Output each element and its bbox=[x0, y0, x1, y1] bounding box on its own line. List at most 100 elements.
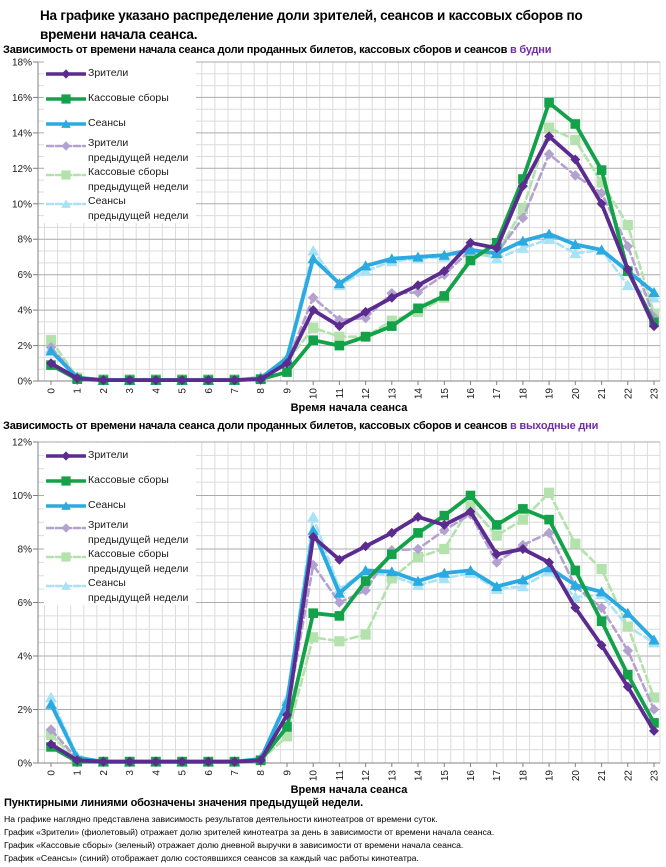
diamond-marker-icon bbox=[46, 739, 56, 750]
square-marker-icon bbox=[518, 504, 528, 514]
square-legend-icon bbox=[46, 170, 86, 180]
x-tick-label: 15 bbox=[440, 770, 451, 782]
triangle-legend-icon bbox=[46, 500, 86, 510]
legend-item: Сеансы предыдущей недели bbox=[46, 194, 188, 223]
square-marker-icon bbox=[570, 565, 581, 576]
y-tick-label: 2% bbox=[18, 341, 33, 352]
triangle-marker-icon bbox=[516, 242, 529, 253]
diamond-marker-icon bbox=[308, 305, 319, 316]
diamond-marker-icon bbox=[648, 704, 660, 715]
square-marker-icon bbox=[308, 632, 319, 643]
diamond-marker-icon bbox=[544, 557, 555, 568]
triangle-marker-icon bbox=[359, 265, 372, 276]
diamond-legend-icon bbox=[46, 68, 86, 79]
legend-item: Зрители предыдущей недели bbox=[46, 518, 188, 547]
square-marker-icon bbox=[596, 564, 607, 575]
triangle-marker-icon bbox=[61, 199, 71, 208]
triangle-marker-icon bbox=[621, 279, 634, 291]
triangle-marker-icon bbox=[622, 607, 634, 618]
square-marker-icon bbox=[570, 119, 581, 129]
triangle-marker-icon bbox=[516, 580, 529, 592]
y-tick-label: 0% bbox=[18, 377, 33, 388]
diamond-marker-icon bbox=[596, 602, 607, 614]
diamond-marker-icon bbox=[150, 756, 161, 767]
x-tick-label: 20 bbox=[571, 770, 582, 782]
triangle-marker-icon bbox=[517, 574, 529, 585]
diamond-marker-icon bbox=[439, 519, 450, 530]
triangle-marker-icon bbox=[543, 233, 556, 244]
triangle-marker-icon bbox=[307, 524, 319, 535]
diamond-marker-icon bbox=[570, 602, 581, 613]
triangle-marker-icon bbox=[45, 345, 57, 356]
diamond-legend-icon bbox=[46, 450, 86, 461]
square-marker-icon bbox=[649, 718, 659, 728]
y-tick-label: 2% bbox=[18, 705, 33, 716]
x-tick-label: 2 bbox=[99, 388, 110, 394]
x-tick-label: 13 bbox=[387, 388, 398, 400]
diamond-marker-icon bbox=[386, 292, 397, 303]
diamond-marker-icon bbox=[596, 640, 607, 651]
square-marker-icon bbox=[518, 174, 528, 184]
square-marker-icon bbox=[61, 552, 71, 562]
diamond-marker-icon bbox=[412, 287, 424, 298]
triangle-marker-icon bbox=[359, 565, 372, 575]
x-axis-title: Время начала сеанса bbox=[291, 784, 409, 796]
diamond-legend-icon bbox=[46, 141, 86, 151]
diamond-marker-icon bbox=[334, 321, 345, 332]
y-tick-label: 12% bbox=[12, 164, 32, 175]
triangle-marker-icon bbox=[491, 581, 503, 592]
legend-item: Зрители bbox=[46, 443, 188, 468]
weekend-chart-legend: Зрители Кассовые сборы Сеансы Зрители предыд… bbox=[44, 443, 197, 605]
x-tick-label: 3 bbox=[125, 770, 136, 776]
diamond-marker-icon bbox=[649, 725, 659, 736]
diamond-marker-icon bbox=[308, 532, 319, 542]
diamond-marker-icon bbox=[517, 544, 528, 554]
diamond-marker-icon bbox=[307, 292, 319, 303]
legend-item: Зрители bbox=[46, 61, 188, 86]
square-marker-icon bbox=[491, 520, 502, 530]
legend-item-label: Зрители предыдущей недели bbox=[88, 519, 189, 546]
x-tick-label: 9 bbox=[283, 388, 294, 394]
square-marker-icon bbox=[465, 501, 476, 512]
square-marker-icon bbox=[465, 490, 476, 501]
y-tick-label: 14% bbox=[12, 128, 32, 139]
legend-item-label: Сеансы предыдущей недели bbox=[88, 577, 189, 604]
square-marker-icon bbox=[439, 543, 450, 555]
square-marker-icon bbox=[45, 335, 57, 346]
x-tick-label: 17 bbox=[492, 770, 503, 782]
x-tick-label: 9 bbox=[283, 770, 294, 776]
diamond-marker-icon bbox=[124, 756, 135, 767]
x-tick-label: 12 bbox=[361, 770, 372, 782]
x-tick-label: 16 bbox=[466, 770, 477, 782]
legend-item-label: Зрители bbox=[88, 67, 129, 80]
legend-item-label: Сеансы bbox=[88, 499, 126, 512]
square-marker-icon bbox=[282, 722, 292, 732]
square-marker-icon bbox=[413, 303, 423, 314]
legend-item: Кассовые сборы bbox=[46, 86, 188, 111]
square-marker-icon bbox=[439, 510, 450, 521]
diamond-marker-icon bbox=[255, 374, 266, 385]
triangle-marker-icon bbox=[333, 587, 346, 598]
triangle-marker-icon bbox=[307, 245, 320, 256]
diamond-marker-icon bbox=[413, 280, 423, 291]
x-tick-label: 20 bbox=[571, 388, 582, 400]
diamond-marker-icon bbox=[177, 375, 188, 386]
x-tick-label: 2 bbox=[99, 770, 110, 776]
triangle-marker-icon bbox=[569, 239, 581, 250]
diamond-marker-icon bbox=[229, 375, 240, 386]
square-marker-icon bbox=[334, 636, 345, 647]
diamond-marker-icon bbox=[517, 212, 529, 224]
y-tick-label: 8% bbox=[18, 545, 33, 556]
triangle-legend-icon bbox=[46, 199, 86, 208]
square-marker-icon bbox=[334, 340, 345, 351]
diamond-marker-icon bbox=[282, 358, 292, 369]
triangle-marker-icon bbox=[333, 278, 346, 289]
weekday-chart-subtitle-text: Зависимость от времени начала сеанса дол… bbox=[3, 44, 508, 56]
diamond-marker-icon bbox=[491, 243, 502, 254]
diamond-marker-icon bbox=[229, 756, 240, 767]
diamond-marker-icon bbox=[596, 198, 607, 209]
square-marker-icon bbox=[570, 134, 581, 146]
triangle-legend-icon bbox=[46, 581, 86, 590]
square-marker-icon bbox=[439, 291, 450, 301]
square-marker-icon bbox=[412, 551, 424, 563]
